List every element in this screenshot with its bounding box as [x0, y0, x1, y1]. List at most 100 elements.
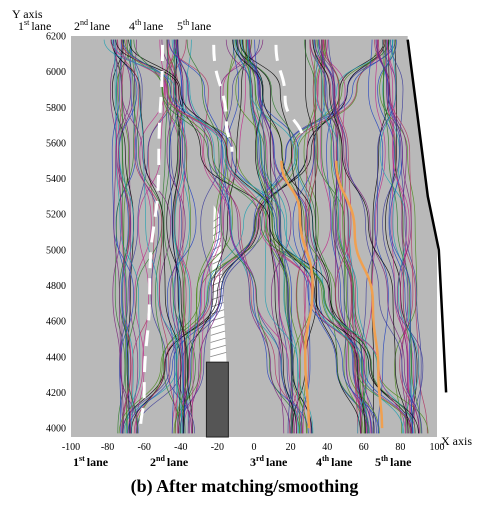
lane-label-word: lane	[31, 19, 51, 33]
highlight-paths	[280, 160, 384, 429]
y-tick-label: 4000	[46, 424, 66, 435]
lane-label-number: 3	[250, 455, 256, 469]
trajectory-line	[121, 39, 412, 434]
road-surface	[71, 36, 437, 437]
trajectory-line	[295, 39, 332, 434]
y-tick-label: 5600	[46, 138, 66, 149]
lane-label-word: lane	[90, 19, 110, 33]
y-tick-label: 5800	[46, 103, 66, 114]
trajectory-line	[292, 39, 327, 434]
y-axis-title: Y axis	[12, 7, 43, 21]
trajectory-line	[175, 39, 291, 434]
lane-label: 5th lane	[177, 18, 211, 33]
lane-label-word: lane	[331, 455, 353, 469]
y-tick-label: 4400	[46, 352, 66, 363]
x-tick-label: 20	[286, 442, 296, 453]
trajectory-line	[179, 39, 260, 434]
orange-path-2	[335, 160, 384, 429]
trajectory-line	[371, 39, 390, 434]
wedge-hatch	[213, 223, 221, 229]
trajectory-line	[378, 39, 416, 434]
y-tick-label: 5400	[46, 174, 66, 185]
trajectory-line	[166, 39, 186, 434]
lane-label-suffix: nd	[156, 454, 165, 463]
lane-label: 4th lane	[129, 18, 163, 33]
trajectory-line	[323, 39, 380, 434]
trajectory-line	[118, 39, 131, 434]
x-tick-label: 60	[359, 442, 369, 453]
trajectory-line	[173, 39, 239, 434]
x-tick-label: -20	[211, 442, 224, 453]
trajectory-line	[111, 39, 182, 434]
trajectory-line	[130, 39, 196, 434]
lane-labels-bottom: 1st lane 2nd lane 3rd lane 4th lane 5th lane	[73, 454, 412, 469]
lane-label-suffix: th	[183, 18, 189, 27]
trajectory-line	[118, 39, 390, 434]
boundary-line	[406, 39, 448, 393]
wedge-hatch	[212, 259, 222, 265]
trajectory-line	[113, 39, 192, 434]
trajectory-line	[386, 39, 413, 434]
lane-label-word: lane	[390, 455, 412, 469]
trajectory-line	[136, 39, 396, 434]
wedge-hatch	[210, 316, 225, 322]
trajectory-line	[172, 39, 193, 434]
y-tick-label: 4600	[46, 317, 66, 328]
trajectory-group	[103, 39, 429, 434]
trajectory-line	[314, 39, 369, 434]
trajectory-line	[128, 39, 165, 434]
plot-area	[71, 34, 448, 438]
merge-wedge-area	[210, 205, 227, 363]
lane-label: 1st lane	[18, 18, 51, 33]
lane-label: 5th lane	[375, 454, 412, 469]
trajectory-line	[115, 39, 132, 434]
lane-divider-1-2	[139, 44, 164, 432]
x-tick-label: -60	[138, 442, 151, 453]
lane-label-number: 2	[74, 19, 80, 33]
y-tick-label: 6000	[46, 67, 66, 78]
trajectory-line	[386, 39, 411, 434]
y-tick-label: 6200	[46, 32, 66, 43]
trajectory-line	[377, 39, 416, 434]
trajectory-line	[182, 39, 247, 434]
trajectory-line	[375, 39, 412, 434]
trajectory-line	[314, 39, 373, 434]
trajectory-line	[182, 39, 240, 434]
obstacle	[205, 361, 229, 438]
lane-label-number: 1	[18, 19, 24, 33]
trajectory-line	[236, 39, 370, 434]
lane-label-word: lane	[143, 19, 163, 33]
trajectory-line	[375, 39, 413, 434]
figure-caption: (b) After matching/smoothing	[130, 476, 359, 496]
trajectory-line	[176, 39, 303, 434]
lane-label-suffix: nd	[80, 18, 88, 27]
trajectory-line	[312, 39, 362, 434]
trajectory-line	[379, 39, 418, 434]
off-road-area	[407, 34, 447, 393]
trajectory-line	[113, 39, 132, 434]
orange-path-1	[280, 160, 314, 429]
trajectory-line	[115, 39, 412, 434]
trajectory-line	[183, 39, 252, 434]
y-tick-label: 5000	[46, 245, 66, 256]
lane-label-suffix: st	[24, 18, 30, 27]
x-tick-label: -100	[62, 442, 80, 453]
wedge-hatch	[210, 330, 226, 336]
trajectory-line	[171, 39, 299, 434]
trajectory-line	[169, 39, 186, 434]
x-tick-label: 40	[322, 442, 332, 453]
x-tick-label: -40	[174, 442, 187, 453]
x-tick-labels: -100 -80 -60 -40 -20 0 20 40 60 80 100	[62, 442, 445, 453]
lane-divider-2-4	[212, 44, 234, 152]
trajectory-line	[166, 39, 188, 434]
axes: Y axis X axis	[12, 7, 472, 448]
trajectory-line	[122, 39, 412, 434]
trajectory-line	[121, 39, 411, 434]
lane-label-word: lane	[266, 455, 288, 469]
trajectory-line	[325, 39, 420, 434]
trajectory-line	[110, 39, 139, 434]
trajectory-line	[174, 39, 304, 434]
lane-label-suffix: st	[79, 454, 85, 463]
y-tick-labels: 4000 4200 4400 4600 4800 5000 5200 5400 5600 5800…	[46, 32, 66, 435]
trajectory-line	[191, 39, 247, 434]
